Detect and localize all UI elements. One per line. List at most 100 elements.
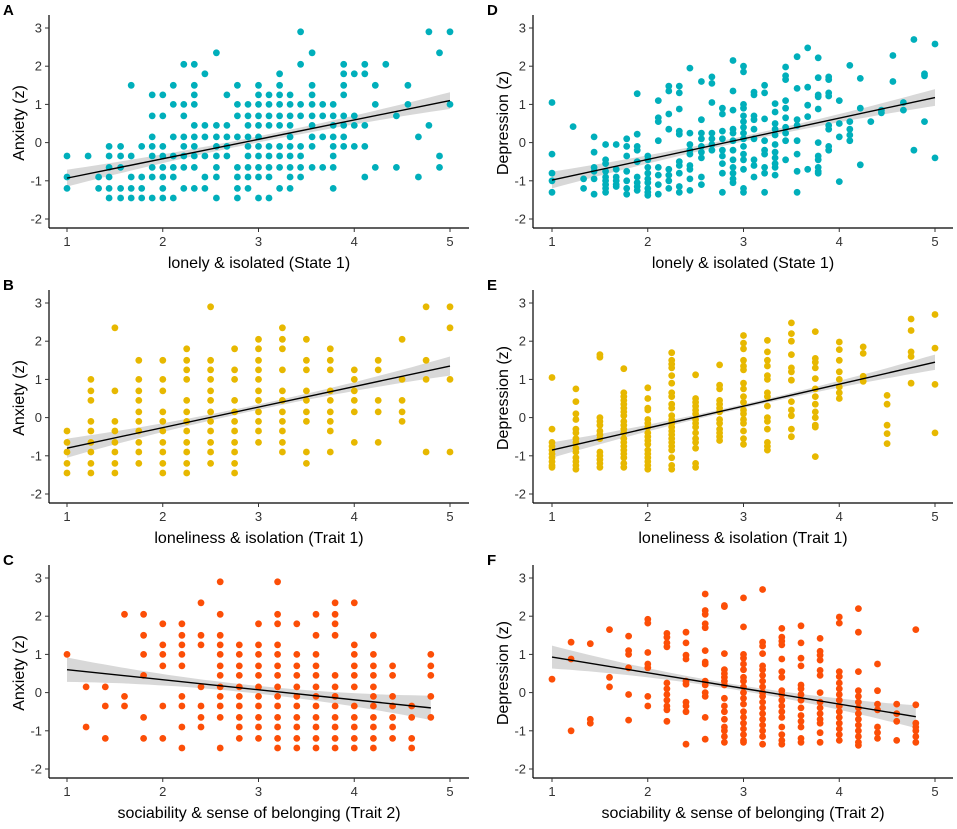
data-point	[654, 181, 662, 189]
data-point	[190, 152, 198, 160]
data-point	[274, 714, 281, 721]
data-point	[835, 395, 843, 402]
data-point	[197, 714, 205, 721]
data-point	[178, 641, 186, 649]
data-point	[446, 28, 454, 36]
data-point	[778, 723, 786, 731]
data-point	[235, 714, 243, 721]
data-point	[398, 418, 406, 425]
data-point	[427, 662, 435, 670]
data-point	[326, 366, 334, 374]
x-axis-title: sociability & sense of belonging (Trait …	[601, 805, 884, 822]
data-point	[625, 691, 632, 698]
data-point	[846, 125, 854, 133]
data-point	[771, 141, 779, 148]
data-point	[140, 714, 148, 721]
data-point	[370, 744, 377, 752]
data-point	[567, 655, 575, 663]
data-point	[180, 133, 188, 141]
x-tick-label: 2	[644, 234, 651, 249]
data-point	[759, 672, 766, 679]
data-point	[740, 738, 747, 746]
data-point	[87, 427, 95, 435]
data-point	[729, 129, 737, 137]
y-tick-label: -1	[30, 448, 42, 463]
data-point	[293, 683, 301, 691]
data-point	[835, 120, 843, 127]
data-point	[729, 87, 737, 95]
data-point	[255, 714, 262, 721]
data-point	[698, 148, 705, 156]
data-point	[135, 397, 143, 404]
data-point	[370, 702, 377, 710]
data-point	[811, 408, 819, 416]
data-point	[207, 397, 215, 404]
data-point	[663, 696, 671, 704]
data-point	[835, 133, 843, 141]
data-point	[623, 177, 631, 185]
data-point	[279, 345, 286, 353]
data-point	[797, 723, 805, 731]
data-point	[276, 143, 283, 150]
x-axis-title: loneliness & isolation (Trait 1)	[154, 530, 363, 547]
data-point	[740, 62, 747, 70]
data-point	[201, 133, 209, 141]
x-tick-label: 1	[548, 234, 555, 249]
data-point	[874, 700, 881, 708]
data-point	[663, 691, 671, 698]
data-point	[207, 460, 215, 467]
data-point	[811, 423, 819, 431]
data-point	[771, 120, 779, 127]
data-point	[422, 448, 430, 456]
data-point	[190, 91, 198, 99]
data-point	[814, 169, 822, 177]
data-point	[856, 104, 864, 112]
data-point	[814, 54, 822, 62]
data-point	[816, 672, 824, 679]
data-point	[286, 152, 294, 160]
data-point	[682, 655, 690, 663]
data-point	[612, 141, 620, 148]
data-point	[140, 610, 148, 618]
data-point	[816, 729, 824, 737]
data-point	[436, 152, 443, 160]
data-point	[255, 672, 262, 679]
data-point	[612, 165, 620, 173]
data-point	[761, 164, 768, 171]
data-point	[127, 152, 135, 160]
data-point	[633, 130, 641, 138]
data-point	[178, 723, 186, 731]
y-tick-label: 2	[35, 334, 42, 349]
data-point	[620, 454, 628, 462]
data-point	[740, 118, 747, 125]
data-point	[764, 402, 771, 410]
data-point	[303, 335, 310, 343]
data-point	[567, 638, 575, 646]
data-point	[793, 188, 801, 196]
data-point	[804, 44, 812, 52]
data-point	[329, 152, 337, 160]
data-point	[180, 112, 188, 120]
data-point	[340, 112, 348, 120]
data-point	[778, 731, 786, 738]
data-point	[701, 735, 709, 743]
data-point	[216, 610, 224, 618]
data-point	[782, 129, 789, 137]
panel-label: A	[3, 2, 14, 19]
data-point	[708, 135, 716, 143]
data-point	[665, 125, 673, 133]
data-point	[265, 122, 273, 129]
data-point	[590, 148, 598, 156]
data-point	[740, 156, 747, 164]
data-point	[111, 448, 119, 456]
data-point	[213, 122, 220, 129]
data-point	[740, 393, 747, 400]
data-point	[408, 744, 416, 752]
data-point	[874, 723, 881, 731]
x-tick-label: 4	[836, 509, 843, 524]
data-point	[602, 160, 609, 168]
data-point	[231, 376, 239, 383]
data-point	[312, 714, 320, 721]
data-point	[101, 683, 109, 691]
